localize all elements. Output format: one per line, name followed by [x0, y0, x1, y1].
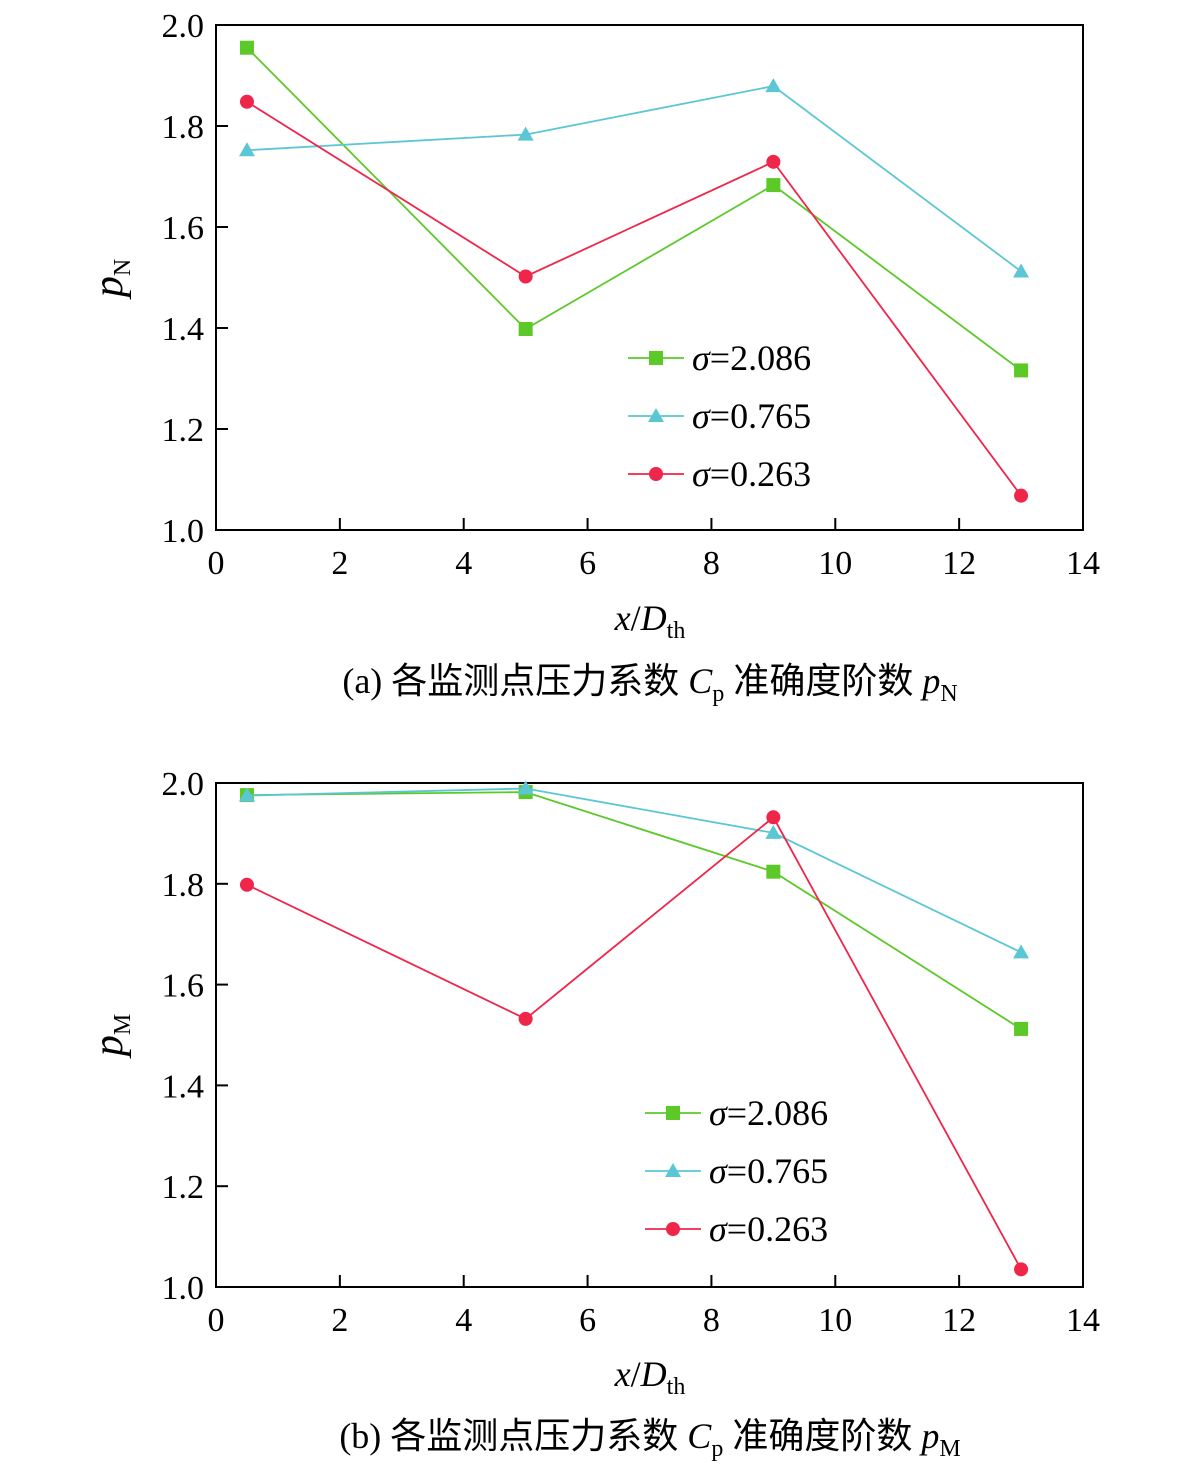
x-tick-label: 6 [579, 545, 596, 582]
x-axis-label: x/Dth [614, 1354, 686, 1400]
x-tick-label: 14 [1066, 545, 1100, 582]
series-1 [238, 78, 1030, 278]
series-line [246, 791, 1022, 1030]
x-tick-label: 8 [703, 1302, 720, 1339]
y-axis-label: pN [86, 259, 136, 300]
x-tick-label: 14 [1066, 1302, 1100, 1339]
legend-label: σ=0.765 [692, 396, 811, 436]
triangle-marker [648, 408, 664, 422]
legend-entry-0: σ=2.086 [628, 338, 811, 378]
y-tick-label: 2.0 [162, 766, 205, 803]
y-tick-label: 1.2 [162, 412, 205, 449]
series-line [246, 787, 1022, 954]
square-marker [666, 1106, 680, 1120]
legend-label: σ=2.086 [692, 338, 811, 378]
legend-label: σ=2.086 [709, 1093, 828, 1133]
y-tick-label: 1.2 [162, 1169, 205, 1206]
triangle-marker [765, 824, 782, 839]
triangle-marker [238, 142, 255, 157]
legend-label: σ=0.263 [709, 1209, 828, 1249]
circle-marker [239, 877, 254, 892]
series-0 [239, 40, 1029, 378]
circle-marker [239, 94, 254, 109]
figure-caption: (b) 各监测点压力系数 Cp 准确度阶数 pM [339, 1416, 960, 1462]
x-tick-label: 0 [208, 1302, 225, 1339]
square-marker [766, 178, 781, 193]
chart-panel-b: 0 2 4 6 8 10 12 14 1.0 1.2 1.4 1.6 1.8 2.0 σ=2.086 σ=0.… [86, 766, 1100, 1462]
series-line [246, 85, 1022, 273]
square-marker [518, 322, 533, 337]
series-2 [239, 94, 1029, 503]
square-marker [649, 351, 663, 365]
y-tick-label: 1.6 [162, 210, 205, 247]
series-2 [239, 810, 1029, 1277]
y-tick-label: 2.0 [162, 8, 205, 45]
y-tick-label: 1.4 [162, 1068, 205, 1105]
y-tick-label: 1.0 [162, 1270, 205, 1307]
circle-marker [518, 269, 533, 284]
plot-frame [215, 782, 1084, 1288]
circle-marker [766, 154, 781, 169]
circle-marker [649, 467, 663, 481]
x-tick-label: 10 [818, 545, 852, 582]
x-tick-label: 12 [942, 545, 976, 582]
y-tick-label: 1.4 [162, 311, 205, 348]
chart-panel-a: 0 2 4 6 8 10 12 14 1.0 1.2 1.4 1.6 1.8 2.0 σ=2.086 σ=0.… [86, 8, 1100, 707]
circle-marker [1014, 1262, 1029, 1277]
y-axis-label: pM [86, 1014, 136, 1059]
legend-entry-0: σ=2.086 [645, 1093, 828, 1133]
triangle-marker [1013, 944, 1030, 959]
x-tick-label: 4 [455, 545, 472, 582]
triangle-marker [1013, 263, 1030, 278]
x-tick-label: 6 [579, 1302, 596, 1339]
x-axis-label: x/Dth [614, 598, 686, 644]
circle-marker [666, 1222, 680, 1236]
y-tick-label: 1.6 [162, 968, 205, 1005]
x-tick-label: 0 [208, 545, 225, 582]
x-tick-label: 8 [703, 545, 720, 582]
y-tick-label: 1.0 [162, 513, 205, 550]
square-marker [239, 40, 254, 55]
legend-entry-1: σ=0.765 [645, 1151, 828, 1191]
series-0 [239, 785, 1029, 1036]
x-tick-label: 2 [331, 545, 348, 582]
circle-marker [1014, 488, 1029, 503]
series-line [246, 47, 1022, 372]
triangle-marker [517, 780, 534, 795]
triangle-marker [238, 787, 255, 802]
figure-caption: (a) 各监测点压力系数 Cp 准确度阶数 pN [342, 661, 957, 707]
plot-frame [215, 24, 1084, 531]
x-tick-label: 12 [942, 1302, 976, 1339]
square-marker [1014, 363, 1029, 378]
legend-entry-2: σ=0.263 [645, 1209, 828, 1249]
y-tick-label: 1.8 [162, 109, 205, 146]
legend-label: σ=0.765 [709, 1151, 828, 1191]
x-tick-label: 2 [331, 1302, 348, 1339]
legend-entry-2: σ=0.263 [628, 454, 811, 494]
square-marker [1014, 1021, 1029, 1036]
y-tick-label: 1.8 [162, 867, 205, 904]
triangle-marker [665, 1163, 681, 1177]
triangle-marker [517, 126, 534, 141]
x-tick-label: 10 [818, 1302, 852, 1339]
triangle-marker [765, 78, 782, 93]
legend-label: σ=0.263 [692, 454, 811, 494]
circle-marker [518, 1011, 533, 1026]
square-marker [766, 864, 781, 879]
circle-marker [766, 810, 781, 825]
series-line [246, 101, 1022, 497]
series-line [246, 815, 1022, 1270]
series-1 [238, 780, 1030, 959]
legend-entry-1: σ=0.765 [628, 396, 811, 436]
x-tick-label: 4 [455, 1302, 472, 1339]
